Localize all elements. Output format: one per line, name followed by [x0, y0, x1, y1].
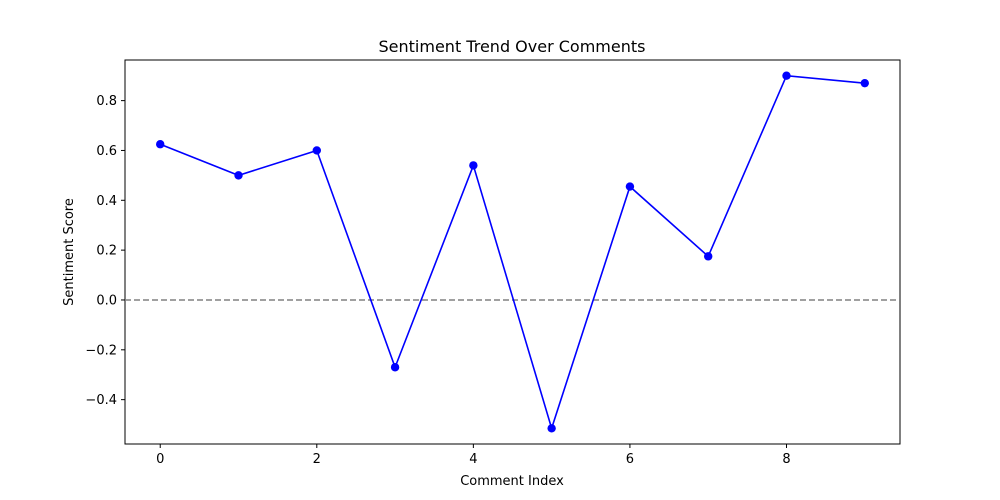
data-point — [469, 161, 478, 170]
y-tick-label: 0.8 — [96, 94, 117, 109]
y-tick-label: −0.4 — [85, 393, 117, 408]
series-line — [159, 74, 865, 431]
chart-title: Sentiment Trend Over Comments — [379, 37, 646, 56]
y-tick-label: 0.6 — [96, 144, 117, 159]
plot-area — [125, 71, 900, 433]
data-point — [234, 171, 243, 180]
data-point — [782, 71, 791, 80]
x-tick-label: 2 — [313, 452, 321, 467]
axes-frame — [124, 59, 901, 445]
y-tick-label: 0.2 — [96, 244, 117, 259]
x-tick-label: 6 — [626, 452, 634, 467]
y-tick-label: 0.4 — [96, 194, 117, 209]
x-tick-label: 8 — [782, 452, 790, 467]
data-point — [156, 140, 165, 149]
data-point — [312, 146, 321, 155]
x-axis-label: Comment Index — [460, 474, 564, 489]
data-point — [704, 252, 713, 261]
data-point — [390, 363, 400, 372]
y-axis-label: Sentiment Score — [62, 198, 77, 306]
y-tick-label: −0.2 — [85, 343, 117, 358]
data-point — [860, 78, 869, 88]
axes: 0 2 4 6 8 −0.4 −0.2 0.0 0.2 0.4 0.6 0.8 — [85, 59, 901, 467]
data-point — [547, 424, 556, 433]
x-tick-label: 0 — [156, 452, 164, 467]
y-tick-label: 0.0 — [96, 293, 117, 308]
x-tick-label: 4 — [469, 452, 477, 467]
data-point — [625, 182, 635, 191]
